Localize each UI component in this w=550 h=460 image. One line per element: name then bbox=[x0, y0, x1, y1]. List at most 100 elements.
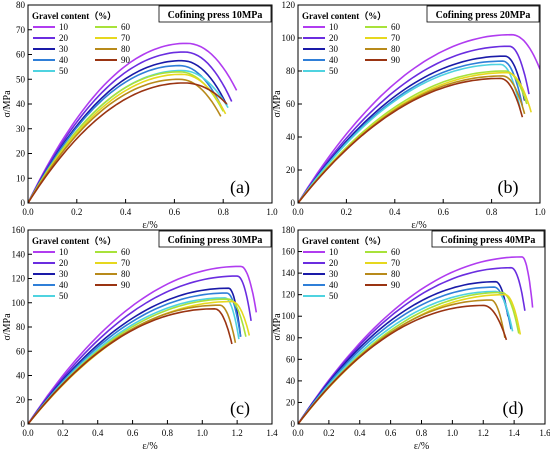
series-line-40 bbox=[28, 292, 242, 424]
x-tick-label: 1.2 bbox=[232, 428, 243, 438]
legend-label-70: 70 bbox=[121, 258, 131, 268]
legend-label-50: 50 bbox=[329, 291, 339, 301]
panel-label: (d) bbox=[503, 398, 524, 419]
x-tick-label: 0.2 bbox=[323, 428, 334, 438]
panel-title: Cofining press 10MPa bbox=[168, 10, 263, 21]
x-tick-label: 1.4 bbox=[266, 428, 278, 438]
x-tick-label: 1.0 bbox=[447, 428, 459, 438]
x-axis-label: ε/% bbox=[142, 441, 157, 452]
legend-title: Gravel content（%） bbox=[302, 236, 386, 246]
series-line-60 bbox=[28, 298, 247, 424]
y-tick-label: 60 bbox=[286, 354, 296, 364]
panel-b: 0.0 0.2 0.4 0.6 0.8 1.0 0 20 40 60 80 100 120 ε/% σ/MP… bbox=[272, 0, 546, 231]
series-line-30 bbox=[28, 287, 242, 424]
y-tick-label: 20 bbox=[16, 149, 26, 159]
series-line-20 bbox=[298, 45, 530, 203]
y-tick-label: 70 bbox=[16, 25, 26, 35]
y-tick-label: 100 bbox=[12, 298, 26, 308]
legend-label-90: 90 bbox=[121, 280, 131, 290]
legend-label-60: 60 bbox=[391, 247, 401, 257]
panel-title: Cofining press 20MPa bbox=[436, 10, 531, 21]
series-line-50 bbox=[298, 63, 521, 203]
curves bbox=[298, 33, 540, 203]
x-tick-label: 0.6 bbox=[127, 428, 139, 438]
y-tick-label: 30 bbox=[16, 124, 26, 134]
panel-c: 0.0 0.2 0.4 0.6 0.8 1.0 1.2 1.4 0 20 40 60 80 100 120 1… bbox=[2, 225, 278, 452]
legend-label-50: 50 bbox=[59, 66, 69, 76]
y-tick-label: 80 bbox=[286, 66, 296, 76]
y-tick-label: 40 bbox=[286, 376, 296, 386]
series-line-80 bbox=[298, 299, 506, 424]
x-tick-label: 0.6 bbox=[169, 207, 181, 217]
series-line-70 bbox=[298, 71, 532, 203]
x-axis-label: ε/% bbox=[414, 441, 429, 452]
y-tick-label: 0 bbox=[21, 419, 26, 429]
legend-label-80: 80 bbox=[391, 44, 401, 54]
legend-label-20: 20 bbox=[59, 258, 69, 268]
series-line-40 bbox=[298, 286, 512, 424]
series-line-40 bbox=[298, 60, 524, 203]
y-tick-label: 120 bbox=[282, 290, 296, 300]
legend-label-60: 60 bbox=[391, 22, 401, 32]
y-tick-label: 0 bbox=[291, 419, 296, 429]
y-tick-label: 40 bbox=[16, 99, 26, 109]
series-line-30 bbox=[298, 55, 526, 203]
legend-label-10: 10 bbox=[59, 247, 69, 257]
y-tick-label: 20 bbox=[286, 397, 296, 407]
legend-label-40: 40 bbox=[59, 280, 69, 290]
series-line-30 bbox=[28, 59, 228, 203]
series-line-80 bbox=[28, 304, 237, 424]
series-line-40 bbox=[28, 64, 224, 203]
y-tick-label: 40 bbox=[286, 132, 296, 142]
legend-title: Gravel content（%） bbox=[32, 236, 116, 246]
x-tick-label: 0.8 bbox=[416, 428, 428, 438]
y-tick-label: 140 bbox=[282, 268, 296, 278]
series-line-10 bbox=[298, 33, 540, 203]
series-line-70 bbox=[298, 293, 522, 424]
series-line-10 bbox=[298, 256, 534, 424]
y-tick-label: 120 bbox=[12, 274, 26, 284]
series-line-50 bbox=[28, 69, 229, 203]
title-box bbox=[158, 5, 272, 23]
y-tick-label: 160 bbox=[12, 225, 26, 235]
x-tick-label: 1.0 bbox=[534, 207, 546, 217]
y-tick-label: 40 bbox=[16, 371, 26, 381]
y-tick-label: 80 bbox=[16, 0, 26, 10]
legend-label-20: 20 bbox=[329, 258, 339, 268]
legend-label-10: 10 bbox=[329, 22, 339, 32]
legend-label-30: 30 bbox=[59, 44, 69, 54]
y-axis-label: σ/MPa bbox=[2, 90, 13, 118]
y-tick-label: 50 bbox=[16, 74, 26, 84]
y-tick-label: 80 bbox=[16, 322, 26, 332]
x-tick-label: 1.0 bbox=[266, 207, 278, 217]
legend-label-30: 30 bbox=[329, 44, 339, 54]
series-line-70 bbox=[28, 300, 251, 424]
legend-label-70: 70 bbox=[391, 258, 401, 268]
legend-label-90: 90 bbox=[391, 280, 401, 290]
panel-label: (a) bbox=[230, 177, 250, 198]
title-box bbox=[431, 230, 545, 248]
legend-label-40: 40 bbox=[59, 55, 69, 65]
legend-label-80: 80 bbox=[121, 269, 131, 279]
y-tick-label: 0 bbox=[21, 198, 26, 208]
x-tick-label: 0.8 bbox=[162, 428, 174, 438]
legend-label-20: 20 bbox=[329, 33, 339, 43]
x-axis-label: ε/% bbox=[142, 220, 157, 231]
legend-label-60: 60 bbox=[121, 22, 131, 32]
series-line-90 bbox=[298, 77, 524, 203]
curves bbox=[298, 256, 534, 424]
series-line-90 bbox=[28, 307, 233, 424]
x-tick-label: 0.0 bbox=[292, 428, 304, 438]
y-tick-label: 120 bbox=[282, 0, 296, 10]
y-tick-label: 80 bbox=[286, 333, 296, 343]
x-tick-label: 0.0 bbox=[292, 207, 304, 217]
legend-label-90: 90 bbox=[391, 55, 401, 65]
legend-label-30: 30 bbox=[59, 269, 69, 279]
series-line-60 bbox=[298, 70, 528, 203]
y-tick-label: 60 bbox=[286, 99, 296, 109]
x-axis-label: ε/% bbox=[411, 220, 426, 231]
curves bbox=[28, 42, 238, 203]
